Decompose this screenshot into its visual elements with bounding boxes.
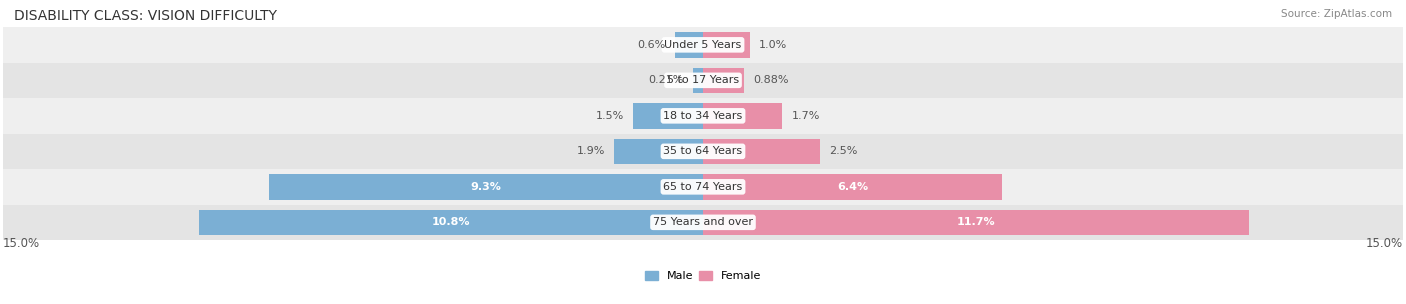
Bar xyxy=(3,133,1403,169)
Text: 0.88%: 0.88% xyxy=(754,75,789,85)
Bar xyxy=(3,98,1403,133)
Bar xyxy=(703,174,1001,200)
Bar xyxy=(703,209,1249,235)
Text: Source: ZipAtlas.com: Source: ZipAtlas.com xyxy=(1281,9,1392,19)
Text: DISABILITY CLASS: VISION DIFFICULTY: DISABILITY CLASS: VISION DIFFICULTY xyxy=(14,9,277,23)
Text: 35 to 64 Years: 35 to 64 Years xyxy=(664,146,742,156)
Bar xyxy=(675,32,703,58)
Text: 2.5%: 2.5% xyxy=(830,146,858,156)
Text: 0.6%: 0.6% xyxy=(637,40,665,50)
Bar xyxy=(198,209,703,235)
Bar xyxy=(3,27,1403,63)
Text: 10.8%: 10.8% xyxy=(432,217,470,227)
Text: 9.3%: 9.3% xyxy=(471,182,502,192)
Legend: Male, Female: Male, Female xyxy=(644,271,762,282)
Bar xyxy=(693,67,703,93)
Text: 1.9%: 1.9% xyxy=(576,146,605,156)
Text: 0.21%: 0.21% xyxy=(648,75,683,85)
Text: 1.7%: 1.7% xyxy=(792,111,820,121)
Bar xyxy=(3,63,1403,98)
Text: 1.5%: 1.5% xyxy=(595,111,624,121)
Bar xyxy=(633,103,703,129)
Bar xyxy=(3,205,1403,240)
Bar xyxy=(703,103,782,129)
Text: 18 to 34 Years: 18 to 34 Years xyxy=(664,111,742,121)
Text: 65 to 74 Years: 65 to 74 Years xyxy=(664,182,742,192)
Text: 75 Years and over: 75 Years and over xyxy=(652,217,754,227)
Text: 6.4%: 6.4% xyxy=(837,182,868,192)
Text: 15.0%: 15.0% xyxy=(3,237,39,250)
Bar xyxy=(269,174,703,200)
Bar xyxy=(614,139,703,164)
Text: 15.0%: 15.0% xyxy=(1367,237,1403,250)
Bar xyxy=(3,169,1403,205)
Bar xyxy=(703,32,749,58)
Bar xyxy=(703,139,820,164)
Bar xyxy=(703,67,744,93)
Text: 1.0%: 1.0% xyxy=(759,40,787,50)
Text: Under 5 Years: Under 5 Years xyxy=(665,40,741,50)
Text: 5 to 17 Years: 5 to 17 Years xyxy=(666,75,740,85)
Text: 11.7%: 11.7% xyxy=(956,217,995,227)
